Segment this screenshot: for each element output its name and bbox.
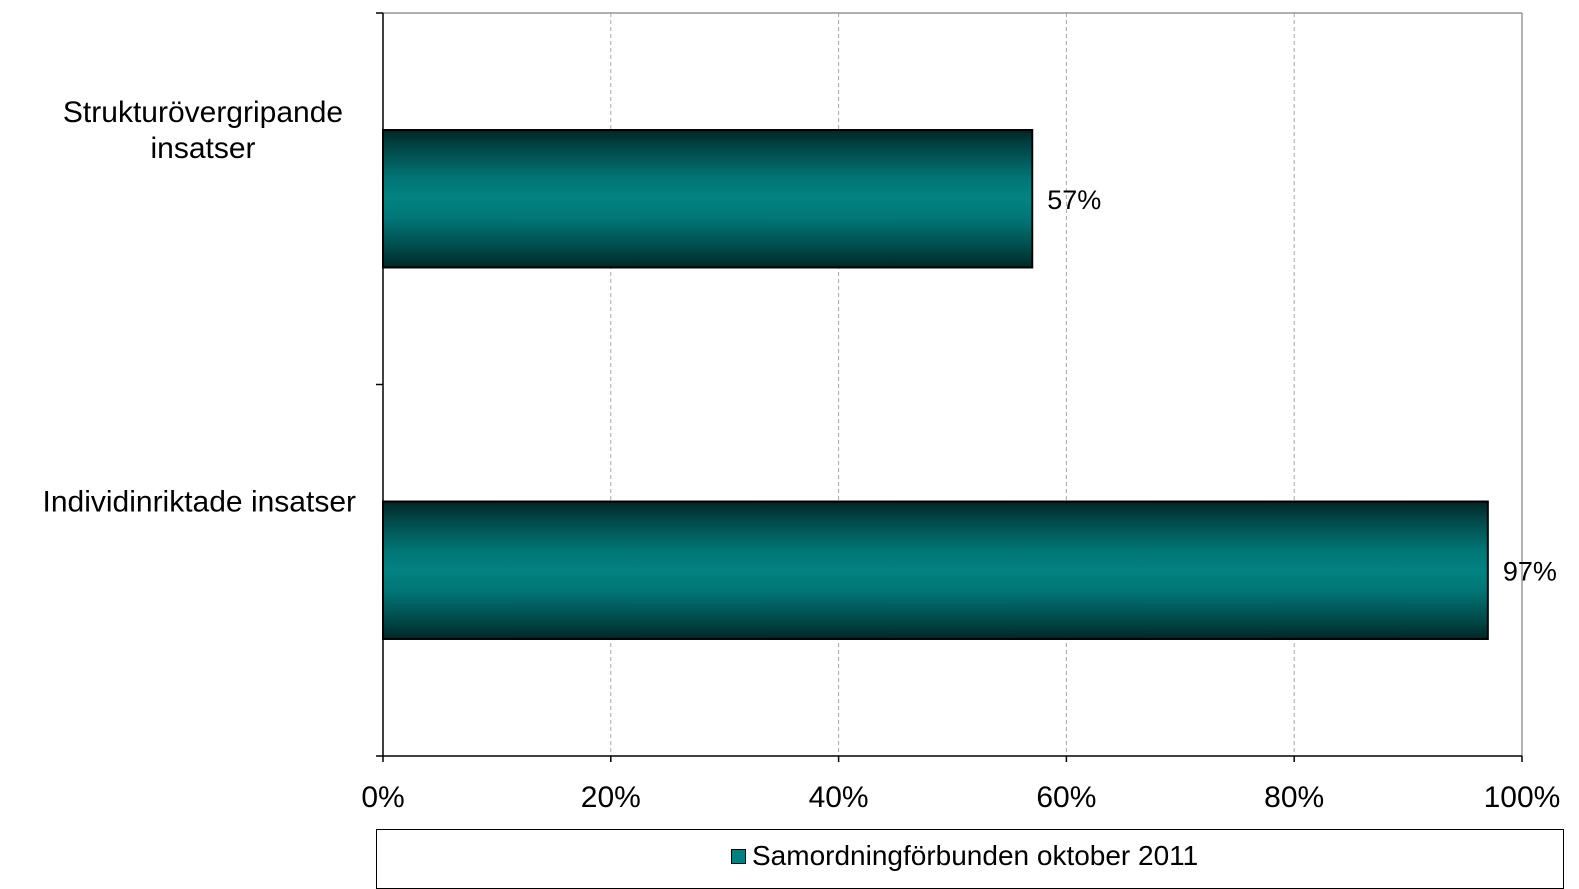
bar	[382, 500, 1489, 640]
axes	[376, 12, 1523, 762]
gridlines	[610, 13, 1523, 756]
legend-swatch	[731, 848, 746, 864]
y-category-label: Strukturövergripande	[63, 96, 343, 129]
bar	[382, 129, 1034, 269]
legend: Samordningförbunden oktober 2011	[376, 829, 1564, 889]
y-category-label: insatser	[150, 132, 255, 165]
x-tick-label: 80%	[1264, 781, 1324, 814]
x-tick-label: 0%	[361, 781, 404, 814]
bars	[382, 129, 1489, 640]
legend-label: Samordningförbunden oktober 2011	[752, 840, 1199, 871]
x-tick-label: 60%	[1036, 781, 1096, 814]
legend-item: Samordningförbunden oktober 2011	[731, 840, 1198, 872]
x-tick-label: 40%	[809, 781, 869, 814]
x-tick-label: 20%	[581, 781, 641, 814]
data-label: 97%	[1503, 556, 1557, 586]
bar-chart: 0% 20% 40% 60% 80% 100% 57% Strukturövergripand…	[43, 12, 1561, 814]
data-label: 57%	[1047, 185, 1101, 215]
labels: 0% 20% 40% 60% 80% 100% 57% Strukturövergripand…	[43, 96, 1561, 814]
x-tick-label: 100%	[1484, 781, 1561, 814]
y-category-label: Individinriktade insatser	[43, 485, 357, 518]
